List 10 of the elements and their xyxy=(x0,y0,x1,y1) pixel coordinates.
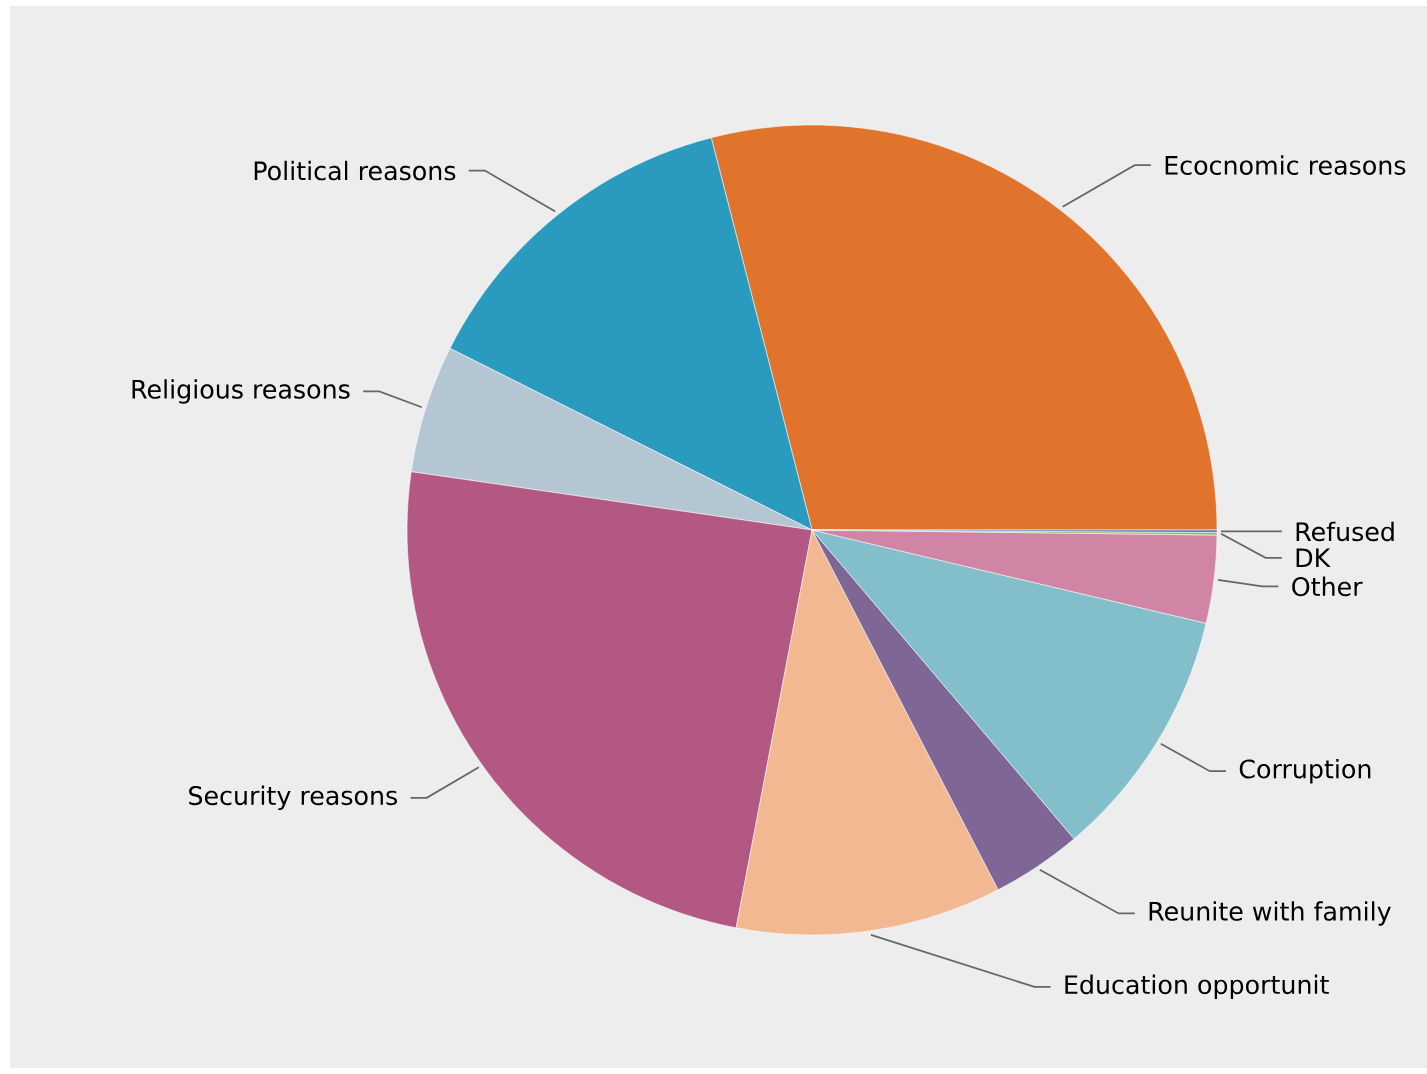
slice-label: Religious reasons xyxy=(132,379,350,404)
slice-label: Refused xyxy=(1296,521,1394,542)
slice-label: Security reasons xyxy=(189,785,398,811)
slice-label: Political reasons xyxy=(254,160,456,181)
slice-label: Education opportunit xyxy=(1065,974,1329,1000)
slice-label: Other xyxy=(1292,576,1363,597)
slice-label: DK xyxy=(1296,548,1331,567)
slice-label: Ecocnomic reasons xyxy=(1165,155,1406,175)
slice-label: Reunite with family xyxy=(1149,901,1391,926)
slice-label: Corruption xyxy=(1239,758,1371,784)
